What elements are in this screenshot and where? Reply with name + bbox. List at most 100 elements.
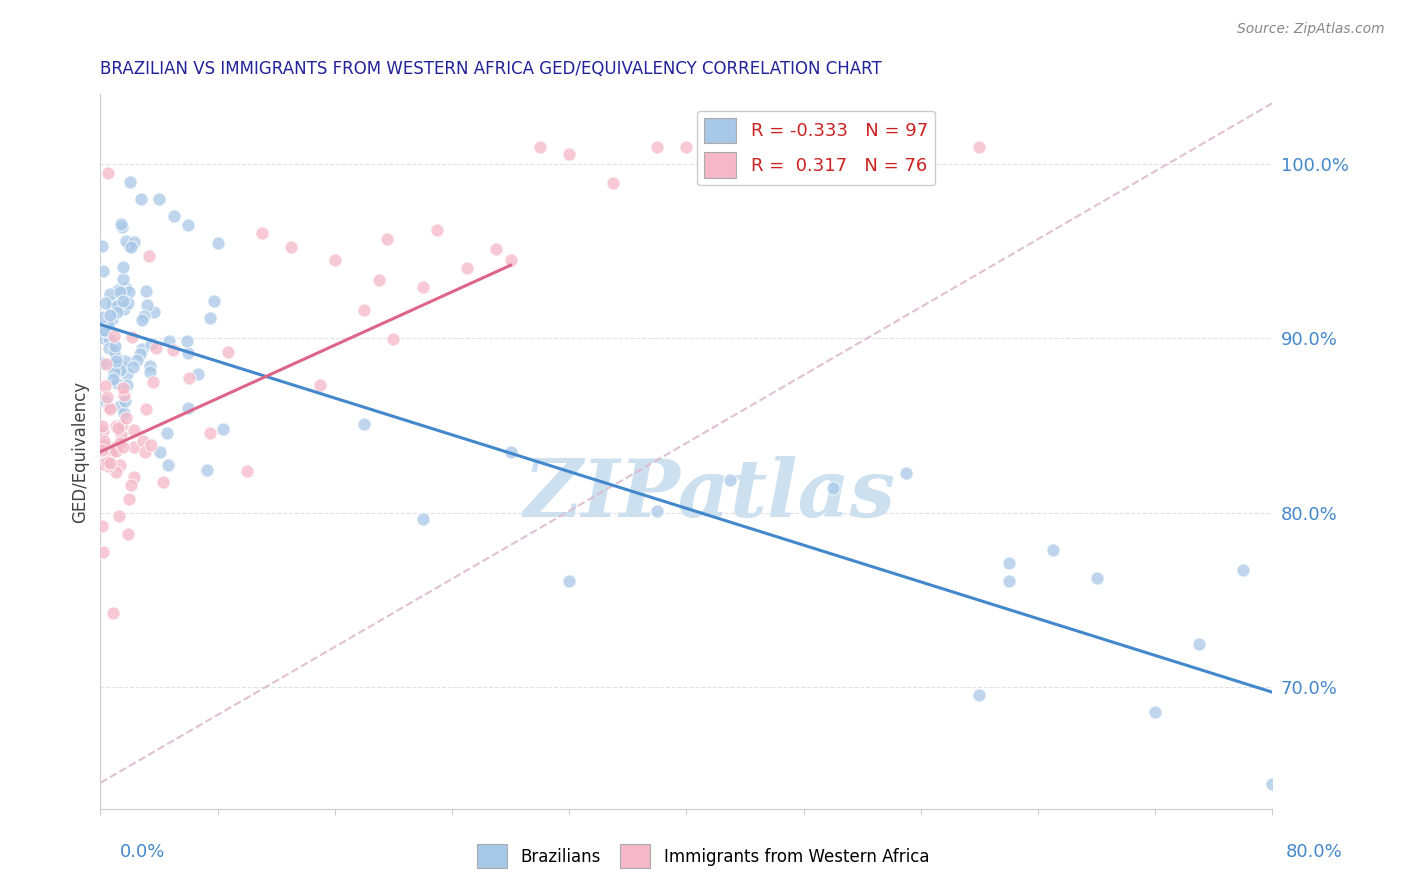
Point: [426, 223, 449, 237]
Point: [103, 357, 125, 371]
Point: [162, 343, 184, 358]
Point: [139, 359, 162, 374]
Point: [112, 302, 135, 317]
Point: [93, 437, 115, 451]
Point: [132, 434, 155, 448]
Point: [377, 232, 399, 246]
Point: [114, 280, 136, 294]
Point: [177, 218, 200, 232]
Point: [107, 421, 129, 435]
Point: [323, 252, 346, 267]
Point: [100, 446, 122, 460]
Point: [97, 341, 120, 355]
Point: [96, 390, 118, 404]
Point: [499, 445, 522, 459]
Point: [412, 280, 434, 294]
Point: [101, 606, 124, 620]
Point: [117, 377, 139, 392]
Point: [91, 263, 114, 277]
Point: [118, 285, 141, 300]
Point: [91, 356, 114, 370]
Point: [114, 393, 136, 408]
Point: [122, 470, 145, 484]
Point: [156, 458, 179, 472]
Point: [236, 464, 259, 478]
Point: [156, 426, 179, 441]
Point: [98, 456, 121, 470]
Point: [107, 283, 129, 297]
Point: [124, 424, 146, 438]
Point: [117, 527, 139, 541]
Point: [558, 146, 581, 161]
Point: [734, 139, 756, 153]
Point: [851, 139, 873, 153]
Point: [198, 426, 221, 441]
Point: [105, 466, 128, 480]
Point: [1042, 543, 1064, 558]
Point: [118, 238, 141, 252]
Point: [112, 440, 135, 454]
Point: [90, 418, 112, 433]
Point: [105, 418, 128, 433]
Point: [103, 328, 125, 343]
Point: [110, 217, 132, 231]
Point: [309, 377, 332, 392]
Point: [112, 388, 135, 402]
Point: [112, 381, 135, 395]
Point: [821, 481, 844, 495]
Point: [212, 422, 235, 436]
Point: [94, 395, 117, 409]
Point: [90, 239, 112, 253]
Point: [120, 478, 142, 492]
Point: [121, 240, 143, 254]
Point: [112, 271, 135, 285]
Point: [139, 438, 162, 452]
Point: [91, 424, 114, 438]
Text: ZIPatlas: ZIPatlas: [524, 456, 896, 533]
Point: [112, 294, 135, 309]
Point: [280, 240, 302, 254]
Point: [1085, 570, 1108, 584]
Point: [1261, 777, 1284, 791]
Point: [94, 379, 117, 393]
Point: [111, 417, 134, 432]
Point: [122, 440, 145, 454]
Point: [101, 301, 124, 315]
Point: [115, 411, 138, 425]
Text: BRAZILIAN VS IMMIGRANTS FROM WESTERN AFRICA GED/EQUIVALENCY CORRELATION CHART: BRAZILIAN VS IMMIGRANTS FROM WESTERN AFR…: [100, 60, 882, 78]
Point: [202, 294, 225, 309]
Legend: R = -0.333   N = 97, R =  0.317   N = 76: R = -0.333 N = 97, R = 0.317 N = 76: [696, 111, 935, 186]
Point: [558, 574, 581, 589]
Point: [353, 417, 375, 432]
Point: [110, 363, 132, 377]
Point: [91, 519, 114, 533]
Point: [94, 296, 117, 310]
Point: [177, 346, 200, 360]
Point: [217, 344, 239, 359]
Point: [135, 284, 157, 298]
Point: [108, 509, 131, 524]
Point: [90, 310, 112, 324]
Point: [101, 296, 124, 310]
Point: [148, 192, 170, 206]
Point: [1232, 563, 1254, 577]
Point: [793, 139, 815, 153]
Point: [382, 332, 405, 346]
Point: [177, 401, 200, 416]
Point: [412, 512, 434, 526]
Point: [207, 235, 229, 250]
Point: [198, 311, 221, 326]
Point: [250, 226, 273, 240]
Point: [718, 473, 741, 487]
Text: 0.0%: 0.0%: [120, 843, 165, 861]
Point: [142, 376, 165, 390]
Point: [162, 210, 184, 224]
Point: [602, 177, 624, 191]
Point: [187, 367, 209, 381]
Point: [103, 441, 125, 455]
Point: [111, 260, 134, 274]
Point: [645, 504, 668, 518]
Point: [94, 324, 117, 338]
Point: [149, 444, 172, 458]
Point: [107, 376, 129, 390]
